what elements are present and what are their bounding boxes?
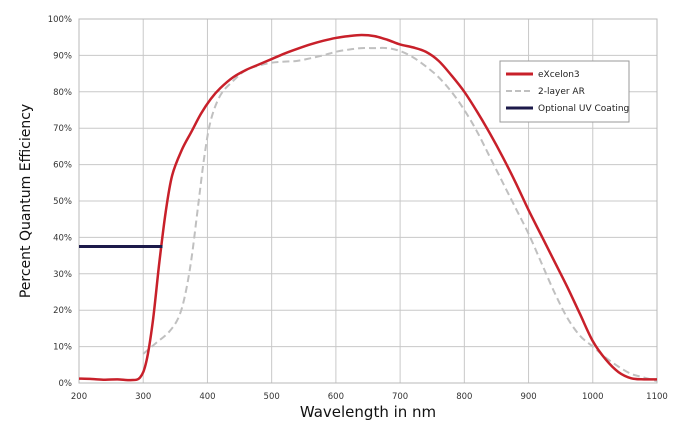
y-tick-label: 80% — [53, 88, 72, 98]
y-tick-label: 90% — [53, 51, 72, 61]
y-tick-label: 50% — [53, 197, 72, 207]
x-axis-title: Wavelength in nm — [300, 403, 436, 421]
y-tick-label: 20% — [53, 306, 72, 316]
legend-label: Optional UV Coating — [538, 104, 629, 114]
series-group — [78, 33, 658, 383]
y-tick-label: 40% — [53, 233, 72, 243]
x-tick-label: 400 — [199, 392, 215, 402]
y-tick-label: 70% — [53, 124, 72, 134]
x-tick-label: 900 — [520, 392, 536, 402]
x-axis-ticks: 200 300 400 500 600 700 800 900 1000 1100 — [71, 392, 668, 402]
legend-box — [499, 60, 630, 123]
y-tick-label: 100% — [48, 15, 72, 25]
series-line-2-layer-ar — [142, 46, 658, 383]
x-tick-label: 800 — [456, 392, 472, 402]
x-tick-label: 500 — [264, 392, 280, 402]
x-tick-label: 200 — [71, 392, 87, 402]
legend-label: eXcelon3 — [538, 70, 580, 80]
series-line-excelon3 — [78, 33, 658, 382]
legend-label: 2-layer AR — [538, 87, 585, 97]
plot-area-frame — [78, 18, 658, 384]
y-axis-title: Percent Quantum Efficiency — [18, 104, 34, 298]
y-axis-ticks: 0% 10% 20% 30% 40% 50% 60% 70% 80% 90% 100% — [48, 15, 72, 389]
y-tick-label: 10% — [53, 343, 72, 353]
y-tick-label: 0% — [59, 379, 73, 389]
x-tick-label: 600 — [328, 392, 344, 402]
x-tick-label: 1000 — [582, 392, 604, 402]
x-tick-label: 300 — [135, 392, 151, 402]
x-tick-label: 1100 — [646, 392, 668, 402]
y-tick-label: 30% — [53, 270, 72, 280]
y-tick-label: 60% — [53, 161, 72, 171]
x-tick-label: 700 — [392, 392, 408, 402]
legend: eXcelon3 2-layer AR Optional UV Coating — [499, 60, 630, 123]
